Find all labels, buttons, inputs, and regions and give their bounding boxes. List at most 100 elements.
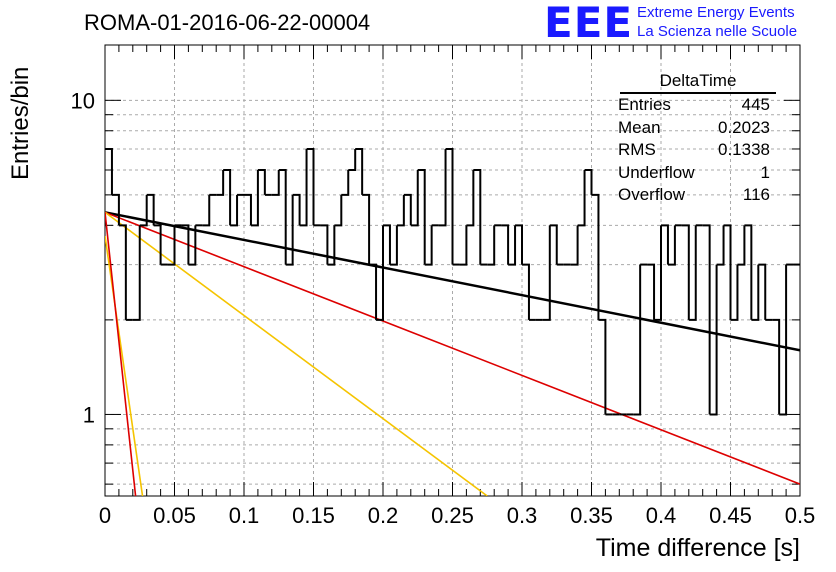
histogram-bin xyxy=(278,169,287,265)
histogram-bin xyxy=(424,225,433,266)
x-tick-label: 0.5 xyxy=(785,503,816,528)
histogram xyxy=(105,147,800,416)
histogram-bin xyxy=(341,170,350,196)
histogram-bin xyxy=(647,263,656,320)
histogram-bin xyxy=(779,264,788,416)
stats-title: DeltaTime xyxy=(620,70,776,94)
histogram-bin xyxy=(369,263,378,320)
histogram-bin xyxy=(348,148,357,172)
histogram-bin xyxy=(146,193,155,226)
histogram-bin xyxy=(522,263,530,320)
histogram-bin xyxy=(417,169,426,265)
x-tick-label: 0.45 xyxy=(709,503,752,528)
histogram-bin xyxy=(250,170,259,227)
y-tick-label: 1 xyxy=(83,402,95,427)
stats-label: Mean xyxy=(618,117,661,137)
histogram-bin xyxy=(501,224,510,265)
stats-row: Entries 445 xyxy=(612,94,776,117)
histogram-bin xyxy=(230,194,239,227)
histogram-bin xyxy=(118,224,127,320)
x-tick-label: 0.2 xyxy=(368,503,399,528)
histogram-bin xyxy=(181,224,190,265)
x-tick-label: 0.05 xyxy=(153,503,196,528)
histogram-bin xyxy=(257,169,266,195)
stats-row: RMS 0.1338 xyxy=(612,139,776,162)
histogram-bin xyxy=(751,264,760,321)
histogram-bin xyxy=(389,225,398,266)
stats-box: DeltaTime Entries 445 Mean 0.2023 RMS 0.133… xyxy=(612,70,776,207)
eee-logo-text: Extreme Energy Events La Scienza nelle S… xyxy=(637,3,797,41)
histogram-bin xyxy=(188,225,197,266)
x-axis-label: Time difference [s] xyxy=(595,534,800,562)
histogram-bin xyxy=(723,224,732,320)
histogram-bin xyxy=(445,147,454,265)
histogram-bin xyxy=(105,147,113,195)
histogram-bin xyxy=(487,225,496,266)
histogram-bin xyxy=(306,147,315,226)
histogram-bin xyxy=(376,225,384,321)
histogram-bin xyxy=(285,194,294,266)
histogram-bin xyxy=(702,224,711,415)
histogram-bin xyxy=(661,224,669,265)
stats-row: Overflow 116 xyxy=(612,184,776,207)
histogram-bin xyxy=(459,225,468,266)
stats-value: 0.2023 xyxy=(718,117,770,137)
stats-value: 116 xyxy=(742,185,770,204)
stats-value: 0.1338 xyxy=(718,140,770,159)
histogram-bin xyxy=(772,318,781,415)
histogram-bin xyxy=(216,170,225,196)
histogram-bin xyxy=(549,224,558,265)
stats-row: Mean 0.2023 xyxy=(612,117,776,140)
y-axis-label: Entries/bin xyxy=(7,66,34,180)
histogram-bin xyxy=(438,148,447,227)
histogram-bin xyxy=(202,194,211,227)
x-tick-label: 0.35 xyxy=(570,503,613,528)
histogram-bin xyxy=(688,225,697,321)
histogram-bin xyxy=(466,170,475,227)
histogram-bin xyxy=(681,224,690,320)
histogram-bin xyxy=(111,193,120,226)
fit-line xyxy=(105,211,800,352)
histogram-bin xyxy=(473,169,482,265)
x-tick-label: 0.4 xyxy=(646,503,677,528)
histogram-bin xyxy=(744,224,753,320)
histogram-bin xyxy=(403,193,412,226)
histogram-bin xyxy=(299,148,308,227)
histogram-bin xyxy=(577,170,586,227)
plot-title: ROMA-01-2016-06-22-00004 xyxy=(84,10,371,35)
logo-line-1: Extreme Energy Events xyxy=(637,4,795,21)
x-tick-label: 0.1 xyxy=(229,503,260,528)
stats-value: 445 xyxy=(741,95,770,114)
histogram-bin xyxy=(515,224,523,265)
logo-line-2: La Scienza nelle Scuole xyxy=(637,23,798,40)
eee-logo: EEE xyxy=(544,0,634,47)
histogram-bin xyxy=(709,264,718,416)
x-tick-label: 0.3 xyxy=(507,503,538,528)
stats-label: RMS xyxy=(618,140,656,159)
histogram-bin xyxy=(584,169,593,195)
histogram-bin xyxy=(542,225,551,321)
stats-value: 1 xyxy=(760,162,770,182)
histogram-bin xyxy=(327,225,336,266)
fit-line xyxy=(105,211,800,485)
histogram-bin xyxy=(271,170,280,196)
x-tick-label: 0.25 xyxy=(431,503,474,528)
histogram-bin xyxy=(383,224,391,265)
histogram-bin xyxy=(654,225,662,321)
histogram-bin xyxy=(223,169,232,226)
stats-label: Entries xyxy=(618,95,671,114)
histogram-bin xyxy=(730,264,739,321)
histogram-bin xyxy=(362,193,371,265)
histogram-bin xyxy=(667,225,676,266)
histogram-bin xyxy=(132,225,141,321)
histogram-bin xyxy=(396,194,405,227)
histogram-bin xyxy=(244,193,252,226)
histogram-bin xyxy=(139,194,148,227)
histogram-bin xyxy=(334,194,343,227)
histogram-bin xyxy=(758,263,767,320)
fit-lines xyxy=(105,211,800,496)
histogram-bin xyxy=(570,225,579,266)
histogram-bin xyxy=(355,147,364,195)
x-tick-label: 0.15 xyxy=(292,503,335,528)
